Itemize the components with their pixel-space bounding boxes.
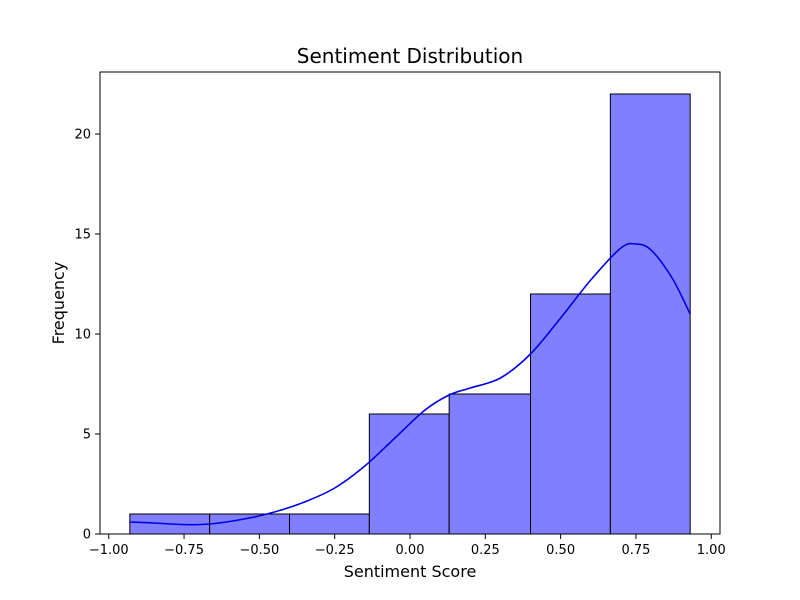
kde-curve (129, 242, 691, 526)
kde-layer (129, 242, 691, 526)
y-tick-label: 0 (83, 528, 91, 543)
histogram-bar (530, 293, 611, 535)
histogram-bar (609, 93, 691, 535)
y-tick-label: 15 (74, 228, 91, 243)
y-tick-label: 5 (83, 428, 91, 443)
bars-layer (129, 93, 691, 535)
x-tick-label: −1.00 (89, 543, 129, 558)
chart-title: Sentiment Distribution (297, 44, 523, 68)
x-tick-label: −0.75 (164, 543, 204, 558)
x-tick-label: 0.00 (396, 543, 425, 558)
x-tick-label: 0.75 (621, 543, 650, 558)
x-tick-label: 1.00 (697, 543, 726, 558)
histogram-bar (368, 413, 450, 535)
x-tick-label: −0.25 (315, 543, 355, 558)
y-axis: 0 5 10 15 20 (74, 128, 100, 543)
y-tick-label: 10 (74, 328, 91, 343)
histogram-bar (288, 513, 370, 535)
x-tick-label: 0.25 (471, 543, 500, 558)
y-axis-title: Frequency (49, 262, 68, 345)
histogram-bar (209, 513, 290, 535)
histogram-bar (448, 393, 532, 535)
y-tick-label: 20 (74, 128, 91, 143)
x-tick-label: −0.50 (239, 543, 279, 558)
x-tick-label: 0.50 (546, 543, 575, 558)
x-axis: −1.00 −0.75 −0.50 −0.25 0.00 0.25 0.50 0.75 1.00 (89, 534, 726, 558)
x-axis-title: Sentiment Score (344, 562, 477, 581)
